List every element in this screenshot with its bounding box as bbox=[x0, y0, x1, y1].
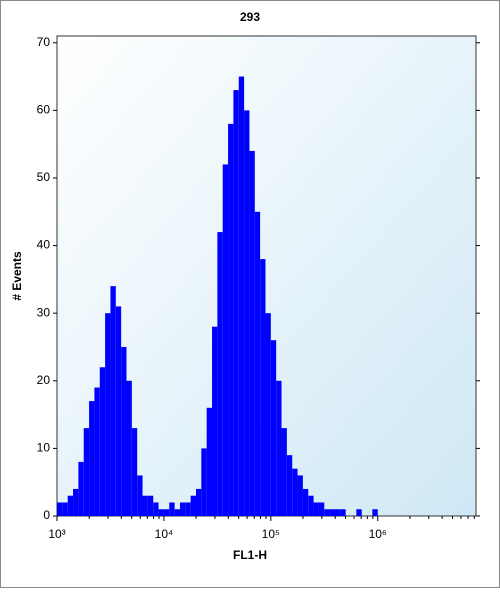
bar bbox=[131, 428, 138, 516]
y-axis-label: # Events bbox=[10, 251, 24, 301]
bar bbox=[73, 488, 79, 516]
bar bbox=[158, 509, 164, 516]
bar bbox=[99, 367, 106, 516]
bar bbox=[105, 313, 111, 516]
bar bbox=[238, 76, 245, 516]
bar bbox=[195, 488, 202, 516]
bar bbox=[67, 495, 74, 516]
y-tick-label: 70 bbox=[37, 35, 51, 49]
bar bbox=[313, 502, 319, 516]
bar bbox=[163, 509, 170, 516]
bar bbox=[201, 448, 207, 516]
bar bbox=[233, 90, 239, 517]
bar bbox=[174, 509, 180, 516]
bar bbox=[372, 509, 378, 516]
bar bbox=[308, 495, 314, 516]
y-tick-label: 60 bbox=[37, 103, 51, 117]
bar bbox=[89, 401, 95, 516]
chart-title: 293 bbox=[240, 10, 260, 24]
bar bbox=[147, 495, 154, 516]
bar bbox=[286, 455, 293, 516]
bar bbox=[153, 502, 159, 516]
x-axis-label: FL1-H bbox=[233, 548, 267, 562]
bar bbox=[121, 346, 127, 516]
x-tick-label: 10⁵ bbox=[262, 527, 280, 541]
bar bbox=[318, 502, 325, 516]
bar bbox=[206, 407, 213, 516]
x-tick-label: 10³ bbox=[48, 527, 65, 541]
bar bbox=[329, 509, 335, 516]
bar bbox=[249, 150, 255, 517]
bar bbox=[340, 509, 346, 516]
bar bbox=[212, 326, 218, 516]
bar bbox=[222, 164, 229, 517]
bar bbox=[126, 380, 132, 516]
bar bbox=[334, 509, 341, 516]
bar bbox=[265, 313, 271, 516]
bar bbox=[356, 509, 362, 516]
bar bbox=[217, 232, 223, 516]
bar bbox=[190, 495, 196, 516]
bar bbox=[281, 428, 287, 516]
bar bbox=[62, 502, 68, 516]
bar bbox=[179, 502, 186, 516]
bar bbox=[228, 123, 234, 516]
y-tick-label: 20 bbox=[37, 373, 51, 387]
bar bbox=[185, 502, 191, 516]
y-tick-label: 0 bbox=[43, 508, 50, 522]
bar bbox=[94, 387, 100, 516]
x-tick-label: 10⁴ bbox=[155, 527, 174, 541]
bar bbox=[244, 110, 250, 516]
bar bbox=[142, 495, 148, 516]
bar bbox=[115, 306, 122, 516]
bar bbox=[302, 488, 309, 516]
bar bbox=[57, 502, 63, 516]
y-tick-label: 50 bbox=[37, 170, 51, 184]
y-tick-label: 40 bbox=[37, 238, 51, 252]
bar bbox=[137, 475, 143, 516]
bar bbox=[324, 509, 330, 516]
bar bbox=[83, 428, 90, 516]
bar bbox=[297, 475, 303, 516]
bar bbox=[78, 461, 84, 516]
bar bbox=[254, 211, 261, 516]
bar bbox=[110, 286, 116, 516]
bar bbox=[270, 340, 277, 516]
bar bbox=[292, 468, 298, 516]
y-tick-label: 10 bbox=[37, 441, 51, 455]
x-tick-label: 10⁶ bbox=[369, 527, 387, 541]
y-tick-label: 30 bbox=[37, 305, 51, 319]
bar bbox=[276, 380, 282, 516]
bar bbox=[260, 259, 266, 516]
bar bbox=[169, 502, 175, 516]
